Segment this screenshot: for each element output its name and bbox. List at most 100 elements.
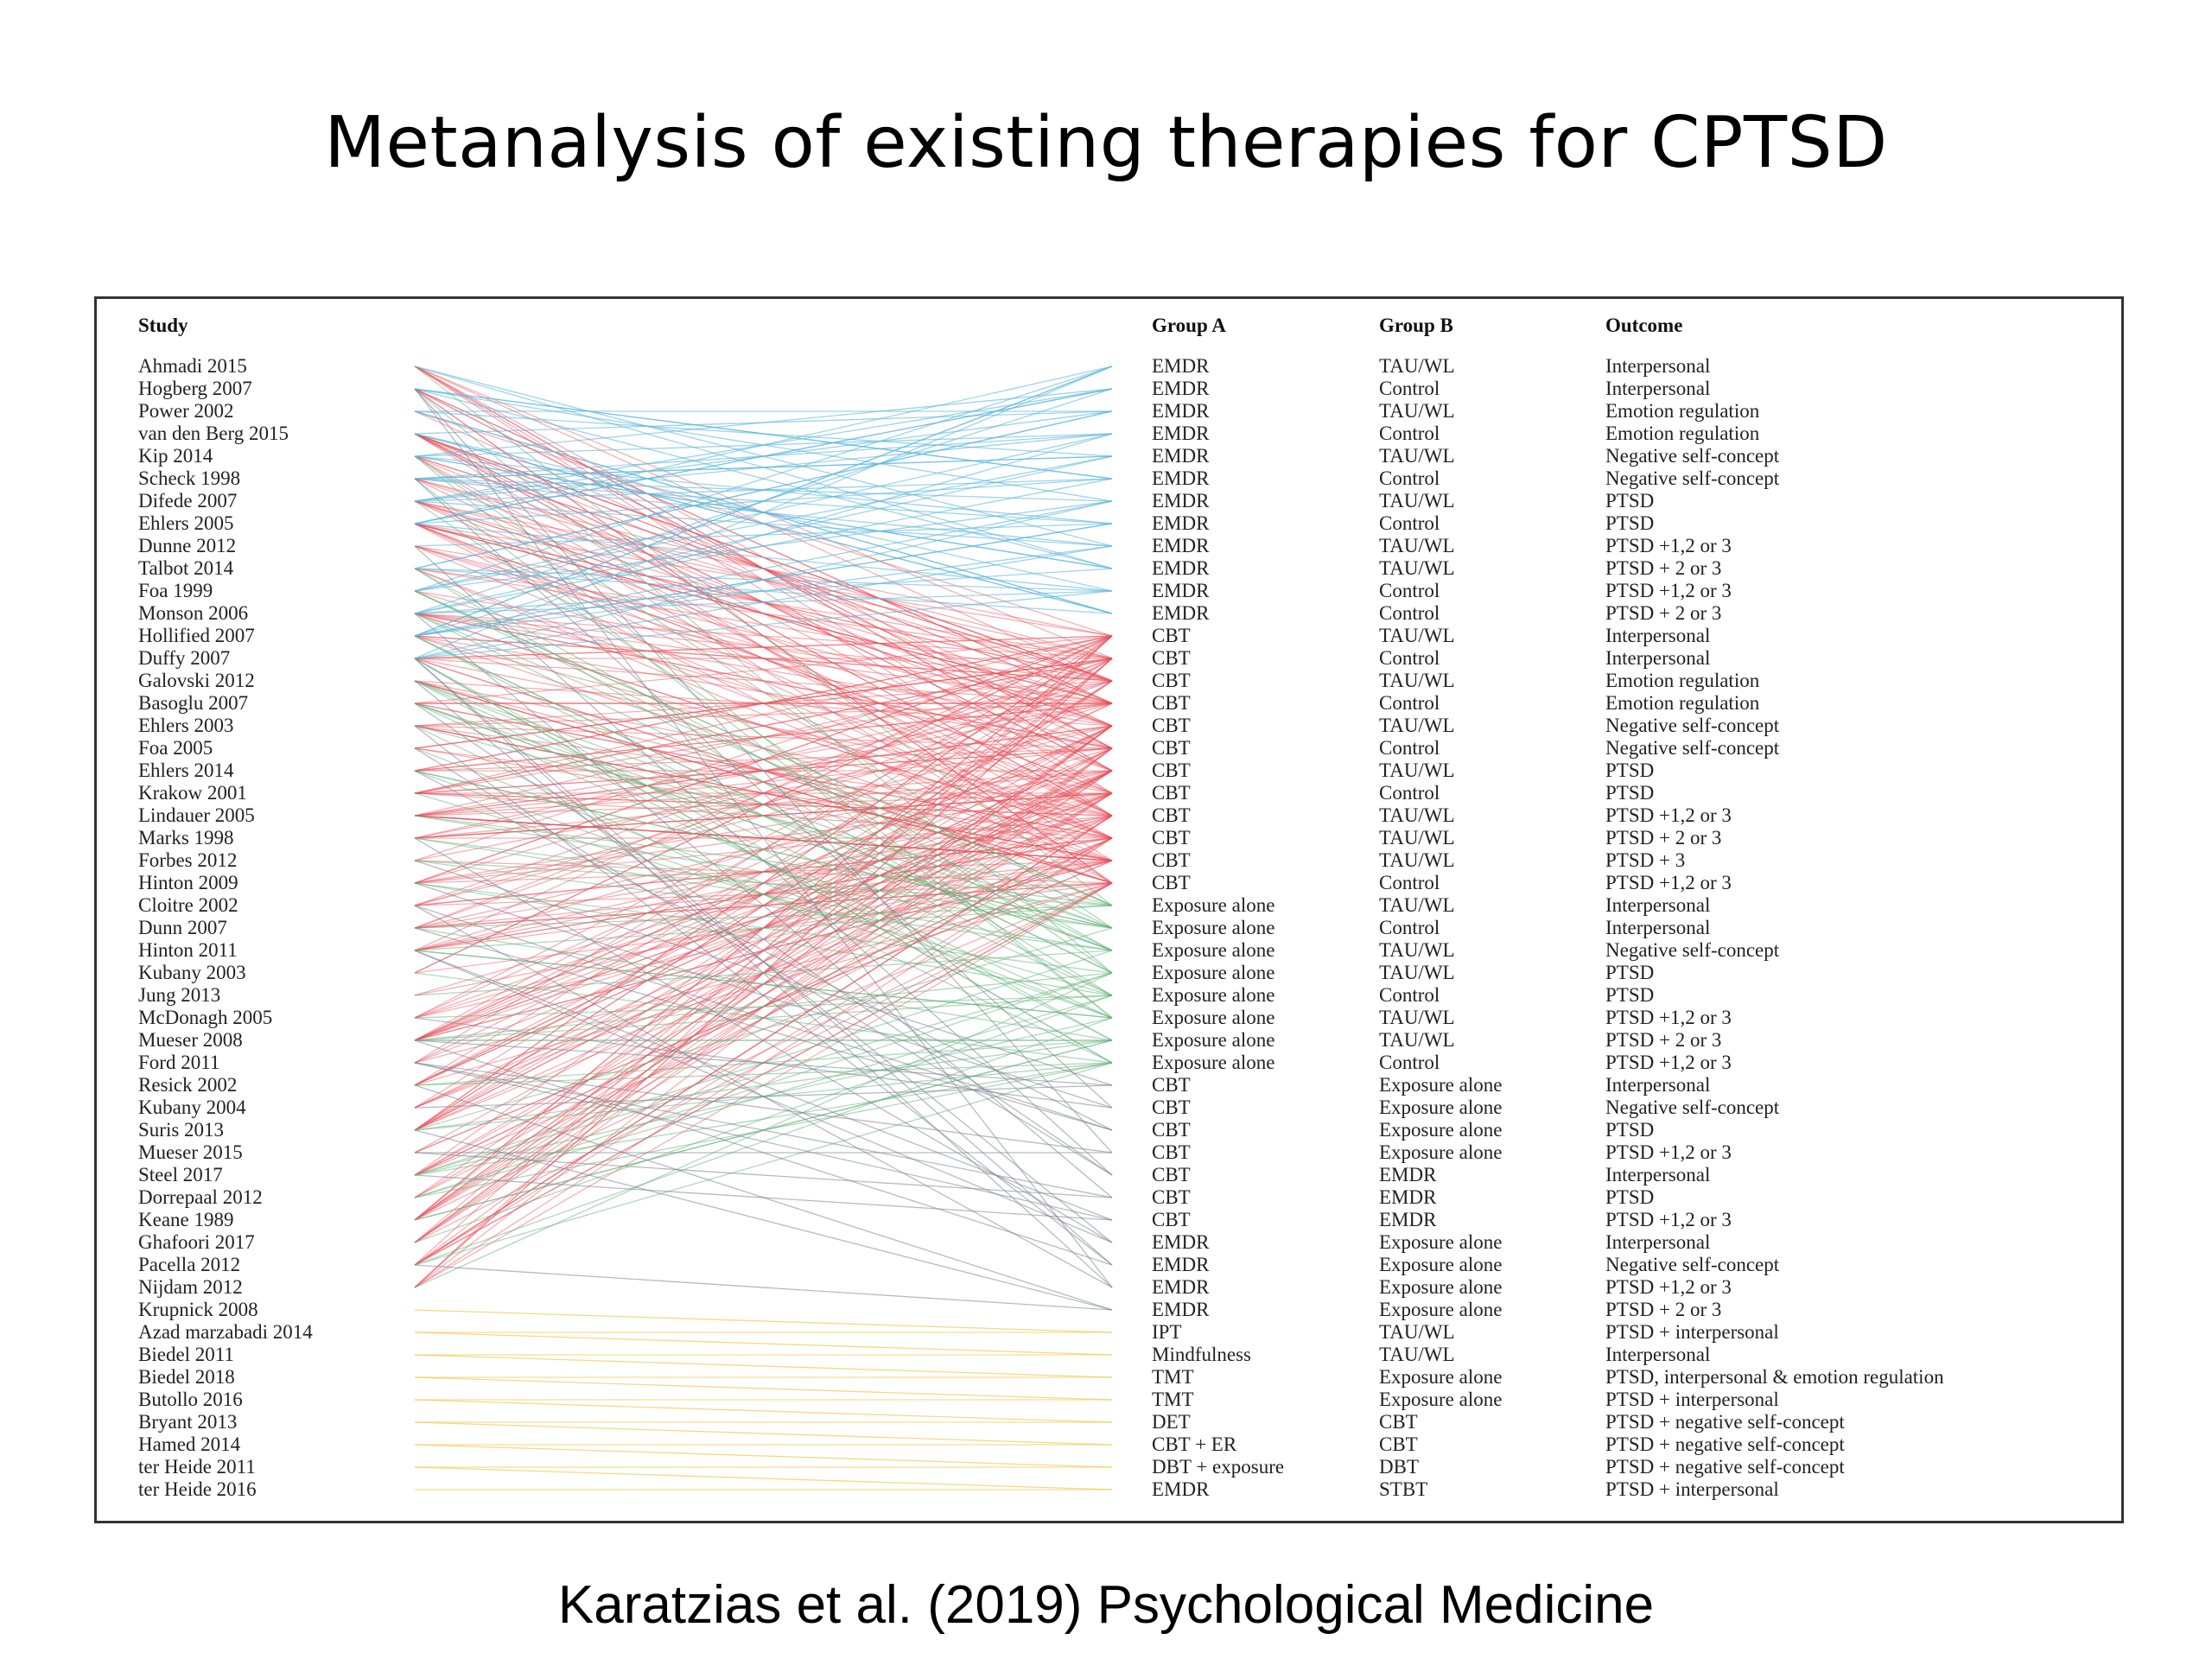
group-a-label: CBT bbox=[1152, 1119, 1191, 1141]
study-link-line bbox=[414, 905, 1113, 1131]
outcome-label: PTSD bbox=[1605, 782, 1654, 804]
study-label: Ahmadi 2015 bbox=[138, 355, 247, 377]
study-link-line bbox=[414, 568, 1113, 861]
group-b-label: Exposure alone bbox=[1379, 1366, 1502, 1388]
study-label: Steel 2017 bbox=[138, 1164, 223, 1185]
group-a-label: EMDR bbox=[1152, 1276, 1210, 1298]
study-link-line bbox=[414, 725, 1113, 1266]
outcome-label: Negative self-concept bbox=[1605, 445, 1780, 467]
outcome-label: Negative self-concept bbox=[1605, 715, 1780, 736]
group-b-label: CBT bbox=[1379, 1433, 1418, 1455]
group-b-label: TAU/WL bbox=[1379, 400, 1455, 422]
outcome-label: PTSD +1,2 or 3 bbox=[1605, 804, 1732, 826]
group-b-label: Exposure alone bbox=[1379, 1254, 1502, 1275]
group-b-label: CBT bbox=[1379, 1411, 1418, 1433]
group-b-label: TAU/WL bbox=[1379, 557, 1455, 579]
header-outcome: Outcome bbox=[1605, 315, 1682, 336]
group-a-label: EMDR bbox=[1152, 557, 1210, 579]
group-a-label: CBT bbox=[1152, 670, 1191, 691]
study-link-line bbox=[414, 388, 1113, 502]
study-link-line bbox=[414, 635, 1113, 659]
group-a-label: IPT bbox=[1152, 1321, 1182, 1343]
study-link-line bbox=[414, 455, 1113, 839]
group-b-label: TAU/WL bbox=[1379, 939, 1455, 961]
study-link-line bbox=[414, 500, 1113, 592]
outcome-label: PTSD +1,2 or 3 bbox=[1605, 1052, 1732, 1073]
group-a-label: TMT bbox=[1152, 1366, 1194, 1388]
group-b-label: TAU/WL bbox=[1379, 355, 1455, 377]
study-link-line bbox=[414, 455, 1113, 1019]
study-link-line bbox=[414, 433, 1113, 614]
study-label: Duffy 2007 bbox=[138, 647, 230, 669]
study-link-line bbox=[414, 365, 1113, 569]
group-a-label: Exposure alone bbox=[1152, 917, 1274, 938]
study-label: Scheck 1998 bbox=[138, 467, 240, 489]
outcome-label: Negative self-concept bbox=[1605, 737, 1780, 759]
group-b-column: TAU/WLControlTAU/WLControlTAU/WLControlT… bbox=[1379, 355, 1502, 1500]
study-link-line bbox=[414, 747, 1113, 1019]
study-link-line bbox=[414, 388, 1113, 1288]
outcome-label: Emotion regulation bbox=[1605, 423, 1760, 444]
study-link-line bbox=[414, 635, 1113, 817]
group-b-label: TAU/WL bbox=[1379, 625, 1455, 646]
group-a-label: Exposure alone bbox=[1152, 1007, 1274, 1028]
header-group-b: Group B bbox=[1379, 315, 1453, 336]
study-label: Bryant 2013 bbox=[138, 1411, 237, 1433]
group-b-label: TAU/WL bbox=[1379, 670, 1455, 691]
study-link-line bbox=[414, 658, 1113, 1266]
study-link-line bbox=[414, 568, 1113, 614]
group-a-label: DBT + exposure bbox=[1152, 1456, 1284, 1478]
group-b-label: Exposure alone bbox=[1379, 1276, 1502, 1298]
study-link-line bbox=[414, 478, 1113, 1109]
study-link-line bbox=[414, 702, 1113, 1176]
study-label: Foa 1999 bbox=[138, 580, 213, 601]
group-b-label: Control bbox=[1379, 737, 1440, 759]
group-a-label: EMDR bbox=[1152, 512, 1210, 534]
outcome-label: PTSD + 2 or 3 bbox=[1605, 827, 1721, 849]
group-b-label: Control bbox=[1379, 647, 1440, 669]
outcome-label: PTSD + 2 or 3 bbox=[1605, 1299, 1721, 1320]
group-b-label: TAU/WL bbox=[1379, 535, 1455, 556]
study-label: Biedel 2018 bbox=[138, 1366, 235, 1388]
outcome-label: PTSD +1,2 or 3 bbox=[1605, 580, 1732, 601]
study-link-line bbox=[414, 455, 1113, 524]
study-label: Mueser 2008 bbox=[138, 1029, 243, 1051]
outcome-label: PTSD + 3 bbox=[1605, 849, 1685, 871]
outcome-label: Interpersonal bbox=[1605, 625, 1710, 646]
study-label: Kubany 2004 bbox=[138, 1096, 246, 1118]
group-a-label: Exposure alone bbox=[1152, 939, 1274, 961]
study-label: Jung 2013 bbox=[138, 984, 220, 1006]
study-link-line bbox=[414, 1062, 1113, 1086]
study-label: Ehlers 2014 bbox=[138, 760, 234, 781]
study-label: Butollo 2016 bbox=[138, 1389, 243, 1410]
group-b-label: Exposure alone bbox=[1379, 1074, 1502, 1096]
study-link-line bbox=[414, 613, 1113, 704]
group-b-label: TAU/WL bbox=[1379, 804, 1455, 826]
outcome-label: Interpersonal bbox=[1605, 1344, 1710, 1365]
outcome-label: Negative self-concept bbox=[1605, 1096, 1780, 1118]
group-b-label: TAU/WL bbox=[1379, 827, 1455, 849]
group-a-label: EMDR bbox=[1152, 1254, 1210, 1275]
study-label: Foa 2005 bbox=[138, 737, 213, 759]
study-label: Ehlers 2003 bbox=[138, 715, 234, 736]
study-label: Keane 1989 bbox=[138, 1209, 234, 1230]
study-label: Monson 2006 bbox=[138, 602, 248, 624]
group-a-label: CBT bbox=[1152, 1209, 1191, 1230]
group-b-label: EMDR bbox=[1379, 1186, 1437, 1208]
group-b-label: Exposure alone bbox=[1379, 1299, 1502, 1320]
study-link-line bbox=[414, 1129, 1113, 1311]
study-label: Galovski 2012 bbox=[138, 670, 255, 691]
outcome-label: Negative self-concept bbox=[1605, 467, 1780, 489]
group-a-label: Mindfulness bbox=[1152, 1344, 1251, 1365]
slide-title: Metanalysis of existing therapies for CP… bbox=[324, 102, 1888, 184]
group-b-label: Control bbox=[1379, 512, 1440, 534]
group-a-column: EMDREMDREMDREMDREMDREMDREMDREMDREMDREMDR… bbox=[1152, 355, 1284, 1500]
study-link-line bbox=[414, 1039, 1113, 1266]
study-link-line bbox=[414, 1421, 1113, 1446]
study-link-line bbox=[414, 410, 1113, 435]
study-link-line bbox=[414, 1264, 1113, 1311]
outcome-label: Interpersonal bbox=[1605, 647, 1710, 669]
study-label: Power 2002 bbox=[138, 400, 234, 422]
outcome-label: PTSD +1,2 or 3 bbox=[1605, 1141, 1732, 1163]
study-label: Krupnick 2008 bbox=[138, 1299, 258, 1320]
